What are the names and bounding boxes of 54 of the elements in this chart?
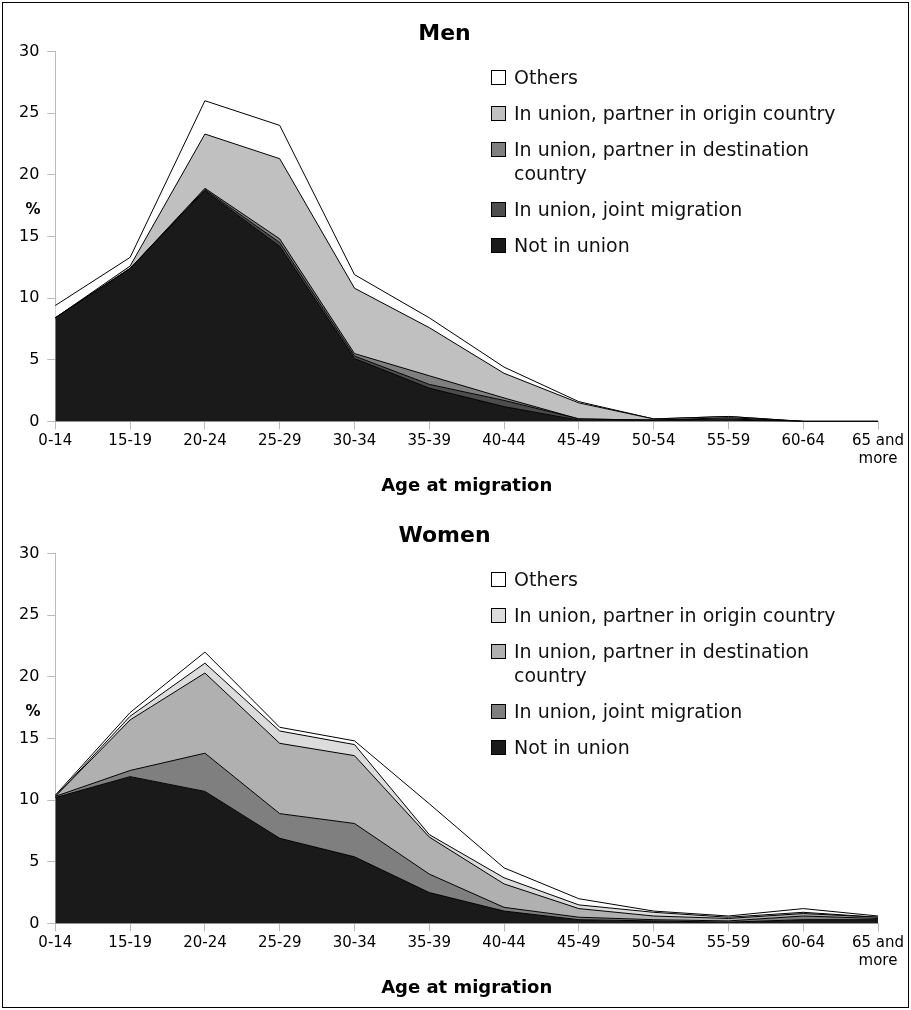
legend-label: In union, joint migration (514, 197, 743, 221)
x-tick-label: 65 and more (851, 431, 905, 468)
x-tick-label: 55-59 (706, 933, 751, 952)
y-axis-title: % (25, 200, 41, 219)
x-tick-label: 30-34 (332, 933, 377, 952)
x-tick-label: 15-19 (108, 431, 152, 450)
legend-label: Others (514, 567, 578, 591)
x-tick-label: 0-14 (38, 933, 73, 952)
y-tick-label: 20 (19, 163, 40, 183)
x-tick-label: 35-39 (407, 933, 452, 952)
x-tick-label: 20-24 (183, 431, 227, 450)
x-tick-label: 25-29 (257, 933, 302, 952)
legend-label: In union, partner in destination country (514, 137, 811, 185)
x-tick-label: 0-14 (38, 431, 73, 450)
x-tick-label: 45-49 (557, 933, 601, 952)
y-tick-label: 0 (29, 410, 40, 430)
x-tick-label: 40-44 (482, 431, 526, 450)
x-axis-title: Age at migration (381, 975, 553, 997)
legend-label: In union, partner in origin country (514, 603, 836, 627)
y-tick-label: 10 (19, 789, 40, 809)
x-tick-label: 40-44 (482, 933, 526, 952)
legend-label: Not in union (514, 233, 630, 257)
legend-label: In union, partner in destination country (514, 639, 811, 687)
x-axis-title: Age at migration (381, 473, 553, 495)
x-tick-label: 15-19 (108, 933, 152, 952)
y-tick-label: 25 (19, 102, 40, 122)
x-tick-label: 35-39 (407, 431, 452, 450)
x-tick-label: 50-54 (631, 933, 676, 952)
x-tick-label: 30-34 (332, 431, 377, 450)
y-tick-label: 0 (29, 912, 40, 932)
y-tick-label: 25 (19, 604, 40, 624)
legend-label: In union, joint migration (514, 699, 743, 723)
x-tick-label: 25-29 (257, 431, 302, 450)
y-tick-label: 15 (19, 225, 40, 245)
legend-label: In union, partner in origin country (514, 101, 836, 125)
legend-label: Others (514, 65, 578, 89)
y-tick-label: 30 (19, 40, 40, 60)
y-tick-label: 10 (19, 287, 40, 307)
y-tick-label: 30 (19, 542, 40, 562)
x-tick-label: 60-64 (781, 933, 826, 952)
x-tick-label: 45-49 (557, 431, 601, 450)
chart-title: Women (398, 521, 491, 547)
y-axis-title: % (25, 702, 41, 721)
x-tick-label: 55-59 (706, 431, 751, 450)
y-tick-label: 20 (19, 665, 40, 685)
chart-title: Men (418, 19, 471, 45)
x-tick-label: 20-24 (183, 933, 227, 952)
y-tick-label: 5 (29, 348, 40, 368)
y-tick-label: 5 (29, 850, 40, 870)
x-tick-label: 60-64 (781, 431, 826, 450)
legend-label: Not in union (514, 735, 630, 759)
y-tick-label: 15 (19, 727, 40, 747)
x-tick-label: 50-54 (631, 431, 676, 450)
x-tick-label: 65 and more (851, 933, 905, 970)
